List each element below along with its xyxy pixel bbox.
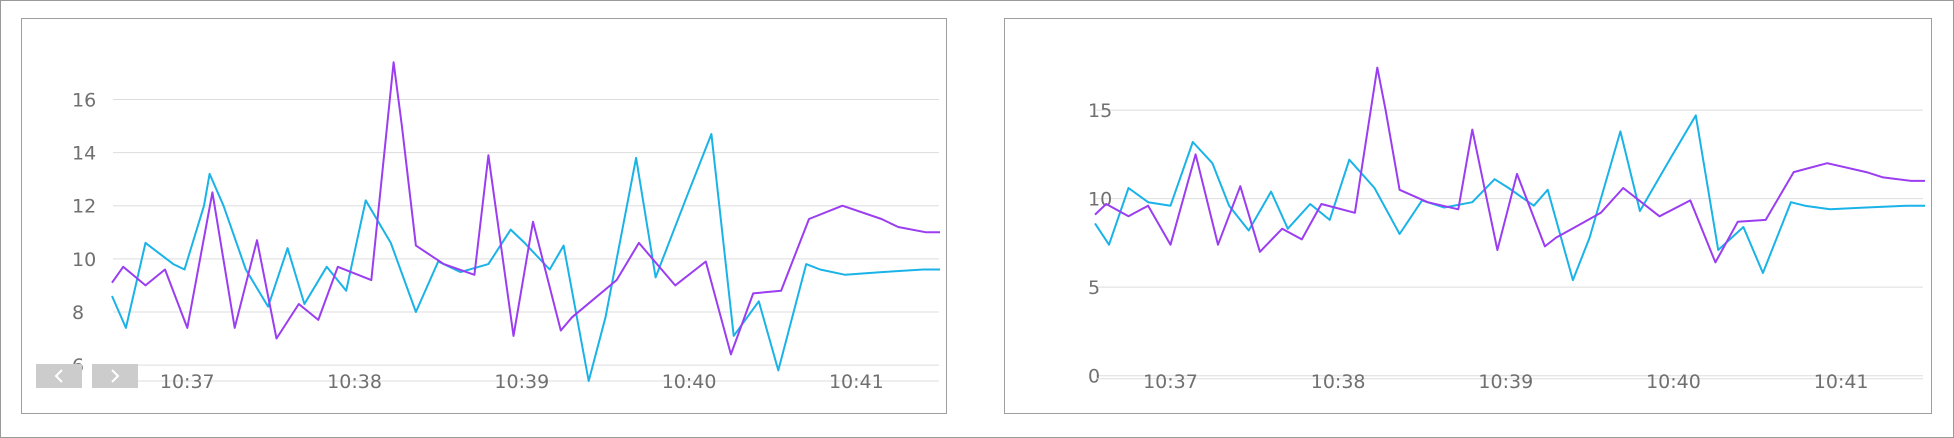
x-tick-label: 10:41: [1814, 371, 1869, 393]
chevron-left-icon: [54, 369, 63, 383]
x-tick-label: 10:38: [1311, 371, 1366, 393]
next-button[interactable]: [92, 364, 138, 388]
chart-panel-right: 0 5 10 15 10:37 10:38 10:39 10:40 10:41: [1004, 18, 1932, 414]
y-tick-label: 8: [72, 302, 84, 324]
y-tick-label: 12: [72, 196, 96, 218]
y-tick-label: 10: [72, 249, 96, 271]
previous-button[interactable]: [36, 364, 82, 388]
series-line-cyan: [1094, 114, 1925, 282]
x-tick-label: 10:41: [829, 371, 884, 393]
series-line-cyan: [111, 133, 940, 382]
line-chart-right: 0 5 10 15 10:37 10:38 10:39 10:40 10:41: [1088, 66, 1925, 393]
x-tick-label: 10:39: [1478, 371, 1533, 393]
y-tick-label: 0: [1088, 366, 1100, 388]
y-tick-label: 10: [1088, 189, 1112, 211]
x-tick-label: 10:38: [327, 371, 382, 393]
y-tick-label: 5: [1088, 277, 1100, 299]
y-tick-label: 15: [1088, 100, 1112, 122]
y-tick-label: 16: [72, 89, 96, 111]
chevron-right-icon: [111, 369, 120, 383]
x-tick-label: 10:37: [1143, 371, 1198, 393]
y-tick-label: 14: [72, 143, 96, 165]
x-tick-label: 10:37: [160, 371, 215, 393]
series-line-purple: [111, 61, 940, 356]
x-tick-label: 10:40: [1646, 371, 1701, 393]
series-line-purple: [1094, 66, 1925, 264]
x-tick-label: 10:39: [494, 371, 549, 393]
x-tick-label: 10:40: [662, 371, 717, 393]
